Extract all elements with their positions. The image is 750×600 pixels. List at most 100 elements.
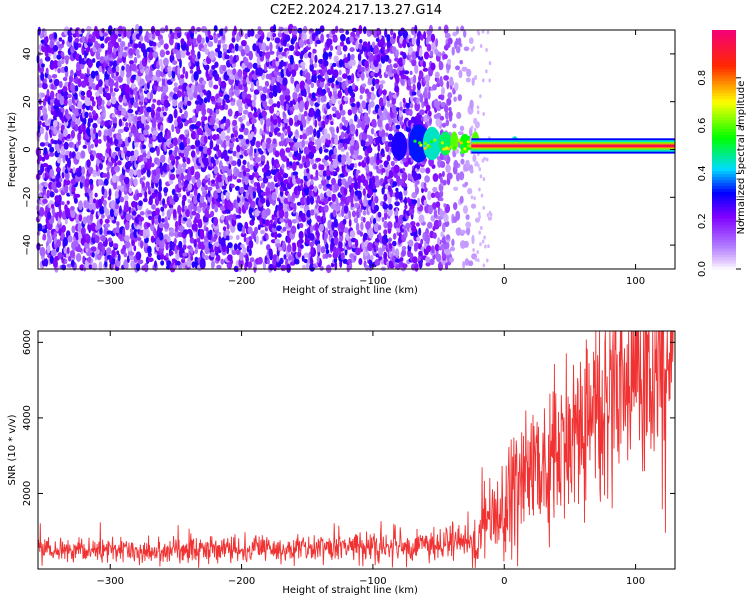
spectrogram-cell <box>216 188 222 193</box>
spectrogram-cell <box>66 200 70 205</box>
spectrogram-cell <box>333 236 339 246</box>
spectrogram-cell <box>52 259 58 269</box>
spectrogram-cell <box>235 185 240 191</box>
spectrogram-cell <box>70 209 76 219</box>
spectrogram-cell <box>186 218 192 226</box>
spectrogram-cell <box>108 77 112 82</box>
spectrogram-cell <box>394 85 400 93</box>
spectrogram-cell <box>178 84 184 90</box>
spectrogram-cell <box>430 215 436 222</box>
spectrogram-cell <box>418 250 423 257</box>
colorbar-swatch <box>712 110 736 115</box>
spectrogram-cell <box>271 157 275 166</box>
spectrogram-cell <box>246 245 250 253</box>
spectrogram-cell <box>469 168 474 174</box>
spectrogram-cell <box>147 245 152 254</box>
spectrogram-cell <box>418 260 423 269</box>
spectrogram-cell <box>146 115 152 122</box>
spectrogram-cell <box>398 57 404 67</box>
spectrogram-cell <box>71 95 75 104</box>
colorbar-tick-label: 0.6 <box>697 118 708 134</box>
spectrogram-cell <box>351 210 357 218</box>
spectrogram-cell <box>376 159 383 164</box>
spectrogram-cell <box>451 238 455 247</box>
spectrogram-cell <box>316 129 321 139</box>
spectrogram-cell <box>354 202 360 208</box>
spectrogram-cell <box>69 105 75 110</box>
spectrogram-cell <box>449 257 454 263</box>
spectrogram-cell <box>296 152 302 161</box>
spectrogram-cell <box>209 139 214 150</box>
spectrogram-cell <box>289 100 294 107</box>
spectrogram-cell <box>75 118 81 125</box>
spectrogram-cell <box>36 231 41 236</box>
spectrogram-cell <box>42 82 48 90</box>
spectrogram-cell <box>215 118 220 125</box>
spectrogram-cell <box>98 86 104 95</box>
colorbar-swatch <box>712 38 736 43</box>
colorbar-swatch <box>712 236 736 240</box>
spectrogram-cell <box>143 129 149 136</box>
spectrogram-cell <box>380 80 386 85</box>
spectrogram-cell <box>220 192 224 201</box>
spectrogram-cell <box>470 203 477 209</box>
spectrogram-cell <box>53 78 60 87</box>
colorbar-swatch <box>712 209 736 213</box>
spectrogram-cell <box>258 150 264 155</box>
spectrogram-cell <box>416 88 421 97</box>
spectrogram-cell <box>155 69 162 78</box>
spectrogram-cell <box>365 164 370 174</box>
spectrogram-cell <box>385 132 389 137</box>
spectrogram-cell <box>108 147 112 158</box>
spectrogram-cell <box>87 188 92 194</box>
spectrogram-cell <box>321 120 326 129</box>
spectrogram-cell <box>476 110 480 115</box>
spectrogram-cell <box>446 172 453 180</box>
spectrogram-cell <box>304 186 310 196</box>
spectrogram-cell <box>115 175 121 182</box>
spectrogram-cell <box>154 189 158 195</box>
spectrogram-cell <box>392 32 397 40</box>
spectrogram-cell <box>463 46 470 52</box>
spectrogram-cell <box>339 109 346 116</box>
spectrogram-cell <box>376 27 381 35</box>
spectrogram-cell <box>407 77 412 87</box>
spectrogram-cell <box>175 51 182 60</box>
spectrogram-cell <box>450 246 455 252</box>
spectrogram-cell <box>402 182 408 188</box>
spectrogram-cell <box>439 75 443 86</box>
colorbar-swatch <box>712 173 736 177</box>
spectrogram-cell <box>474 75 478 79</box>
spectrogram-cell <box>95 50 101 60</box>
spectrogram-cell <box>294 51 301 57</box>
spectrogram-cell <box>242 159 247 165</box>
spectrogram-cell <box>387 185 392 193</box>
spectrogram-cell <box>217 43 221 50</box>
spectrogram-cell <box>53 44 59 52</box>
spectrogram-cell <box>416 236 420 242</box>
spectrogram-cell <box>265 118 272 127</box>
spectrogram-cell <box>340 147 346 152</box>
spectrogram-cell <box>207 30 211 36</box>
spectrogram-cell <box>401 171 408 182</box>
spectrogram-cell <box>86 89 93 98</box>
spectrogram-cell <box>349 163 356 168</box>
spectrogram-cell <box>254 171 259 179</box>
colorbar-swatch <box>712 221 736 225</box>
spectrogram-cell <box>52 60 59 69</box>
spectrogram-cell <box>430 62 436 71</box>
spectrogram-cell <box>209 229 213 235</box>
spectrogram-cell <box>470 195 474 200</box>
spectrogram-cell <box>103 226 109 237</box>
spectrogram-cell <box>140 240 144 249</box>
spectrogram-cell <box>386 34 391 43</box>
spectrogram-cell <box>182 66 186 75</box>
colorbar-gradient <box>712 30 736 270</box>
spectrogram-cell <box>206 90 212 100</box>
spectrogram-cell <box>417 197 421 208</box>
spectrogram-cell <box>343 143 348 150</box>
spectrogram-cell <box>402 167 406 172</box>
spectrogram-cell <box>69 27 73 36</box>
spectrogram-cell <box>224 25 228 33</box>
spectrogram-cell <box>392 246 395 256</box>
